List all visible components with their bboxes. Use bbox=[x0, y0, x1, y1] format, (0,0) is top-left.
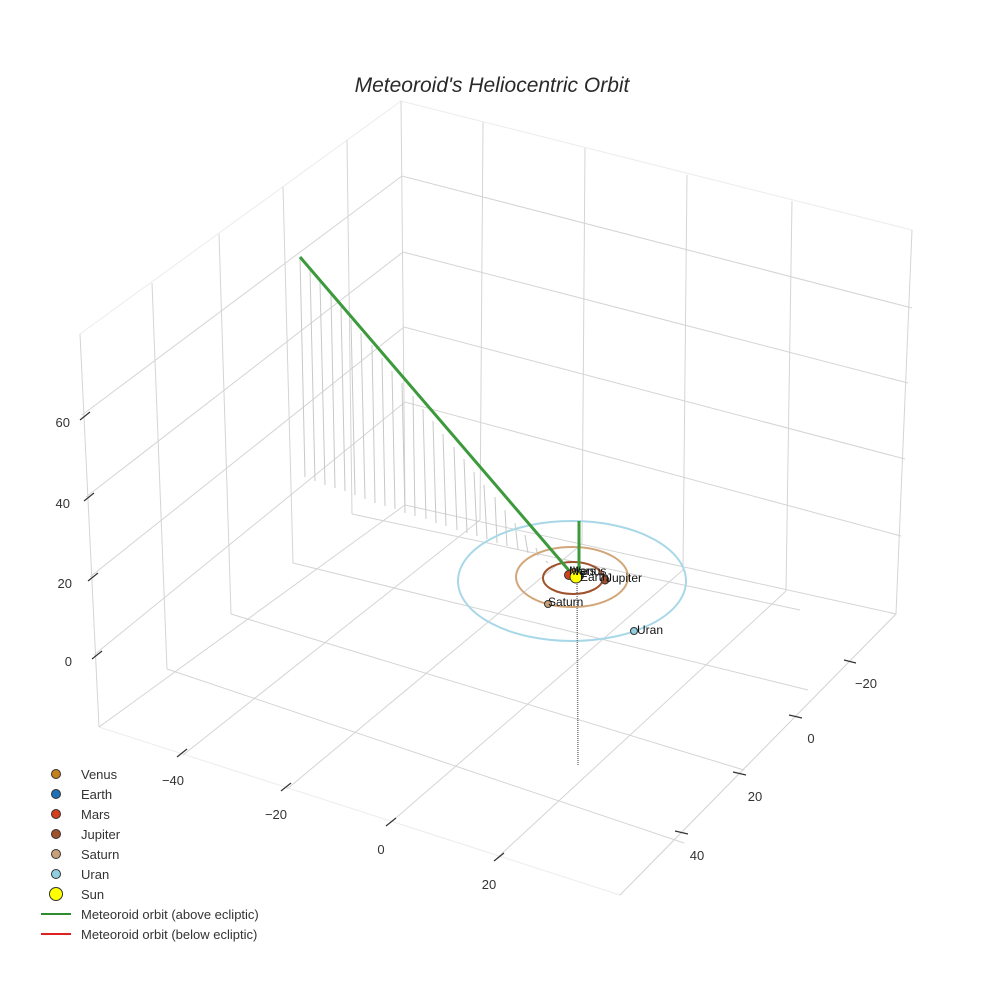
y-tick-40: 40 bbox=[690, 848, 704, 863]
chart-title: Meteoroid's Heliocentric Orbit bbox=[354, 74, 630, 97]
planets bbox=[544, 568, 638, 635]
legend-item-uran[interactable]: Uran bbox=[38, 864, 259, 884]
y-tick-0: 0 bbox=[807, 731, 814, 746]
y-axis: −20 0 20 40 bbox=[674, 659, 877, 863]
meteoroid-drop-lines bbox=[299, 256, 549, 564]
saturn-marker bbox=[544, 600, 552, 608]
x-tick-20: 20 bbox=[482, 877, 496, 892]
y-tick-20: 20 bbox=[748, 789, 762, 804]
legend-item-orbit-below[interactable]: Meteoroid orbit (below ecliptic) bbox=[38, 924, 259, 944]
planet-labels: Mars Venus Earth Jupiter Saturn Uran bbox=[548, 564, 663, 637]
planet-orbits bbox=[457, 520, 687, 642]
saturn-dot-icon bbox=[51, 849, 61, 859]
uranus-orbit bbox=[457, 520, 687, 642]
y-tick-neg20: −20 bbox=[855, 676, 877, 691]
label-earth: Earth bbox=[580, 570, 609, 584]
label-venus: Venus bbox=[573, 564, 606, 578]
legend-item-sun[interactable]: Sun bbox=[38, 884, 259, 904]
z-tick-60: 60 bbox=[56, 415, 70, 430]
legend-item-saturn[interactable]: Saturn bbox=[38, 844, 259, 864]
jupiter-marker bbox=[600, 575, 610, 585]
red-line-icon bbox=[41, 933, 71, 935]
jupiter-dot-icon bbox=[51, 829, 61, 839]
legend-item-venus[interactable]: Venus bbox=[38, 764, 259, 784]
mars-dot-icon bbox=[51, 809, 61, 819]
z-axis: 60 40 20 0 bbox=[56, 411, 103, 669]
z-tick-0: 0 bbox=[65, 654, 72, 669]
legend-item-orbit-above[interactable]: Meteoroid orbit (above ecliptic) bbox=[38, 904, 259, 924]
sun-drop-line bbox=[576, 579, 579, 766]
legend-item-earth[interactable]: Earth bbox=[38, 784, 259, 804]
x-tick-neg20: −20 bbox=[265, 807, 287, 822]
saturn-orbit bbox=[515, 546, 629, 608]
label-uran: Uran bbox=[637, 623, 663, 637]
z-tick-40: 40 bbox=[56, 496, 70, 511]
earth-dot-icon bbox=[51, 789, 61, 799]
x-tick-0: 0 bbox=[377, 842, 384, 857]
x-axis: −40 −20 0 20 bbox=[162, 748, 505, 892]
label-jupiter: Jupiter bbox=[606, 571, 642, 585]
z-tick-20: 20 bbox=[58, 576, 72, 591]
uran-dot-icon bbox=[51, 869, 61, 879]
legend: Venus Earth Mars Jupiter Saturn Uran Sun… bbox=[38, 764, 259, 944]
x-tick-neg40: −40 bbox=[162, 773, 184, 788]
left-wall-grid bbox=[81, 139, 913, 670]
green-line-icon bbox=[41, 913, 71, 915]
label-mars: Mars bbox=[569, 564, 596, 578]
sun-marker bbox=[569, 570, 583, 584]
legend-item-jupiter[interactable]: Jupiter bbox=[38, 824, 259, 844]
meteoroid-orbit-above bbox=[298, 256, 581, 575]
legend-item-mars[interactable]: Mars bbox=[38, 804, 259, 824]
venus-dot-icon bbox=[51, 769, 61, 779]
uran-marker bbox=[630, 627, 638, 635]
right-wall-grid bbox=[479, 121, 793, 592]
label-saturn: Saturn bbox=[548, 595, 583, 609]
sun-dot-icon bbox=[49, 887, 63, 901]
